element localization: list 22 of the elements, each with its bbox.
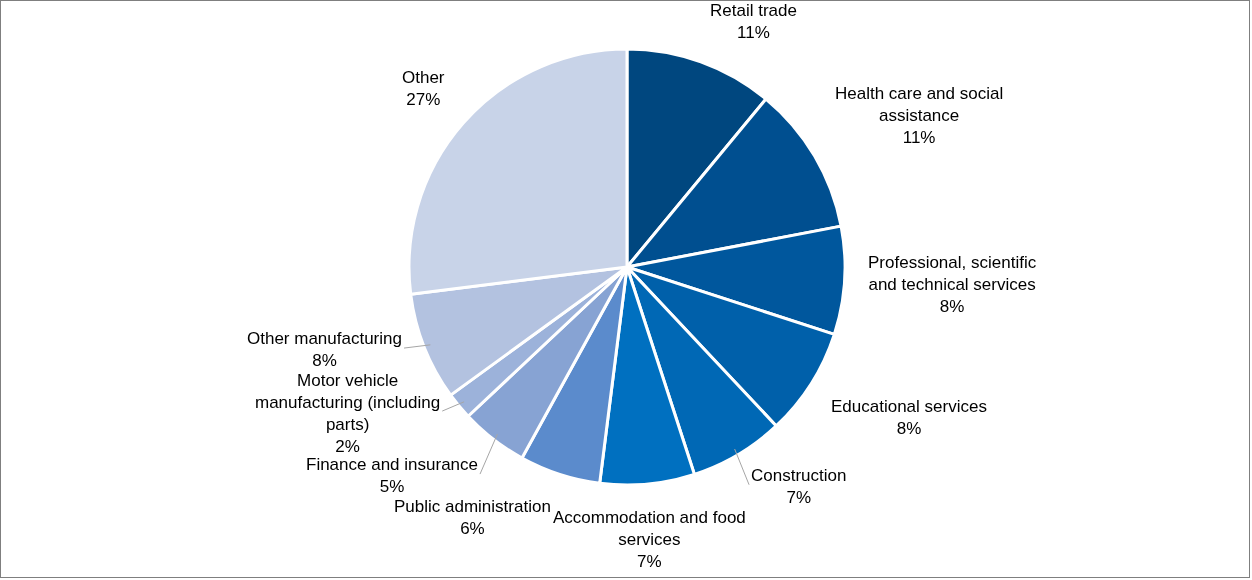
data-label: 8% [939,297,965,317]
data-label: 8% [312,351,337,371]
slice-label: Construction [751,466,847,485]
data-label: 7% [637,552,662,572]
data-label: 11% [902,128,936,148]
slice-label: Finance and insurance [306,455,479,474]
data-label: 11% [737,23,770,43]
slice-label: Other manufacturing [247,329,402,348]
slice-label: Motor vehicle manufacturing (including parts) [255,371,441,435]
data-label: 27% [406,90,441,110]
slice-label: Other [402,68,445,87]
slice-label: Accommodation and food services [553,508,746,550]
slice-label: Health care and social assistance [835,84,1004,126]
data-label: 2% [335,437,360,457]
data-label: 8% [896,419,922,439]
data-label: 7% [786,488,812,508]
data-label: 5% [379,477,405,497]
slice-label: Retail trade [710,1,797,20]
slice-label: Public administration [394,497,551,516]
slice-label: Educational services [831,397,987,416]
data-label: 6% [460,519,485,539]
slice-label: Professional, scientific and technical services [868,253,1037,295]
